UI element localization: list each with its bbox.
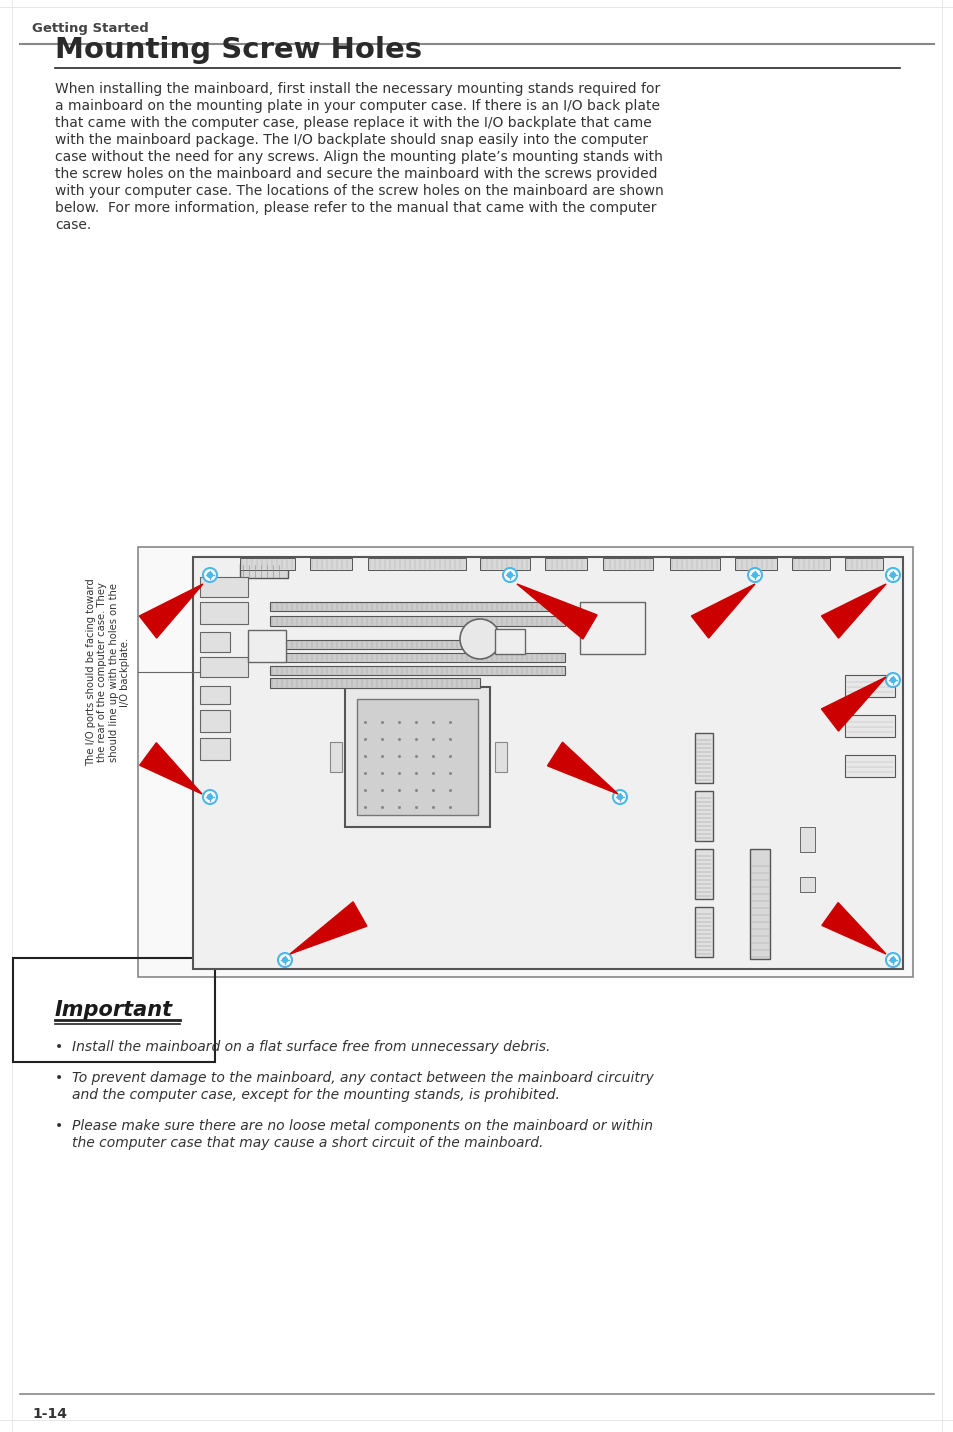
Bar bbox=[800, 828, 814, 852]
Polygon shape bbox=[547, 742, 618, 793]
Polygon shape bbox=[139, 584, 203, 639]
Bar bbox=[734, 558, 776, 570]
Circle shape bbox=[752, 573, 757, 577]
Polygon shape bbox=[821, 584, 885, 639]
Bar bbox=[749, 849, 769, 959]
Circle shape bbox=[203, 569, 216, 581]
Text: and the computer case, except for the mounting stands, is prohibited.: and the computer case, except for the mo… bbox=[71, 1088, 559, 1103]
Bar bbox=[270, 616, 564, 626]
Polygon shape bbox=[821, 677, 885, 732]
Polygon shape bbox=[517, 584, 597, 639]
Text: below.  For more information, please refer to the manual that came with the comp: below. For more information, please refe… bbox=[55, 200, 656, 215]
Bar bbox=[602, 558, 652, 570]
Circle shape bbox=[889, 958, 895, 962]
Bar bbox=[270, 677, 479, 687]
Circle shape bbox=[747, 569, 761, 581]
Text: a mainboard on the mounting plate in your computer case. If there is an I/O back: a mainboard on the mounting plate in you… bbox=[55, 99, 659, 113]
Text: Important: Important bbox=[55, 1000, 172, 1020]
Bar bbox=[844, 755, 894, 778]
Text: Getting Started: Getting Started bbox=[32, 21, 149, 34]
Bar bbox=[695, 733, 712, 783]
Circle shape bbox=[507, 573, 512, 577]
Bar bbox=[248, 630, 286, 662]
Bar bbox=[345, 687, 490, 828]
Bar bbox=[270, 640, 479, 649]
Bar bbox=[800, 876, 814, 892]
Bar bbox=[479, 558, 530, 570]
Polygon shape bbox=[821, 902, 885, 954]
Bar bbox=[240, 558, 294, 570]
Text: the screw holes on the mainboard and secure the mainboard with the screws provid: the screw holes on the mainboard and sec… bbox=[55, 168, 657, 180]
Polygon shape bbox=[691, 584, 754, 639]
Text: •: • bbox=[55, 1071, 63, 1085]
Bar bbox=[310, 558, 352, 570]
Polygon shape bbox=[139, 743, 202, 793]
Bar bbox=[368, 558, 465, 570]
Text: with the mainboard package. The I/O backplate should snap easily into the comput: with the mainboard package. The I/O back… bbox=[55, 133, 647, 147]
Circle shape bbox=[208, 795, 213, 799]
Text: When installing the mainboard, first install the necessary mounting stands requi: When installing the mainboard, first ins… bbox=[55, 82, 659, 96]
Text: with your computer case. The locations of the screw holes on the mainboard are s: with your computer case. The locations o… bbox=[55, 183, 663, 198]
Bar bbox=[495, 629, 524, 654]
Bar bbox=[695, 849, 712, 899]
Bar bbox=[200, 737, 230, 760]
Bar bbox=[844, 674, 894, 697]
Text: case.: case. bbox=[55, 218, 91, 232]
Bar bbox=[579, 601, 644, 654]
Bar bbox=[495, 742, 506, 772]
Circle shape bbox=[885, 954, 899, 967]
Bar bbox=[270, 653, 564, 662]
Circle shape bbox=[277, 954, 292, 967]
Text: To prevent damage to the mainboard, any contact between the mainboard circuitry: To prevent damage to the mainboard, any … bbox=[71, 1071, 653, 1085]
Bar bbox=[356, 699, 477, 815]
Bar bbox=[200, 601, 248, 624]
Text: Install the mainboard on a flat surface free from unnecessary debris.: Install the mainboard on a flat surface … bbox=[71, 1040, 550, 1054]
Text: •: • bbox=[55, 1040, 63, 1054]
Circle shape bbox=[208, 573, 213, 577]
Bar bbox=[330, 742, 341, 772]
Bar bbox=[695, 790, 712, 841]
Text: the computer case that may cause a short circuit of the mainboard.: the computer case that may cause a short… bbox=[71, 1136, 543, 1150]
Text: Mounting Screw Holes: Mounting Screw Holes bbox=[55, 36, 421, 64]
Circle shape bbox=[282, 958, 287, 962]
Circle shape bbox=[502, 569, 517, 581]
Bar bbox=[200, 657, 248, 677]
Bar bbox=[200, 577, 248, 597]
Bar bbox=[791, 558, 829, 570]
Circle shape bbox=[885, 673, 899, 687]
Circle shape bbox=[203, 790, 216, 803]
Bar bbox=[844, 558, 882, 570]
Text: •: • bbox=[55, 1118, 63, 1133]
Bar bbox=[844, 715, 894, 737]
Bar bbox=[200, 686, 230, 705]
Circle shape bbox=[613, 790, 626, 803]
Bar bbox=[544, 558, 586, 570]
Text: The I/O ports should be facing toward
the rear of the computer case. They
should: The I/O ports should be facing toward th… bbox=[86, 579, 131, 766]
Bar bbox=[200, 632, 230, 652]
Bar bbox=[193, 557, 902, 969]
Bar bbox=[200, 710, 230, 732]
Bar bbox=[695, 906, 712, 957]
Text: that came with the computer case, please replace it with the I/O backplate that : that came with the computer case, please… bbox=[55, 116, 651, 130]
Circle shape bbox=[885, 569, 899, 581]
Text: Please make sure there are no loose metal components on the mainboard or within: Please make sure there are no loose meta… bbox=[71, 1118, 652, 1133]
Circle shape bbox=[889, 573, 895, 577]
Circle shape bbox=[889, 677, 895, 683]
Circle shape bbox=[459, 619, 499, 659]
Circle shape bbox=[617, 795, 622, 799]
Bar bbox=[240, 564, 288, 579]
Text: case without the need for any screws. Align the mounting plate’s mounting stands: case without the need for any screws. Al… bbox=[55, 150, 662, 165]
Text: 1-14: 1-14 bbox=[32, 1408, 67, 1421]
Polygon shape bbox=[290, 902, 367, 954]
Bar bbox=[138, 547, 912, 977]
Bar bbox=[669, 558, 720, 570]
Bar bbox=[270, 666, 564, 674]
Bar bbox=[270, 601, 564, 611]
